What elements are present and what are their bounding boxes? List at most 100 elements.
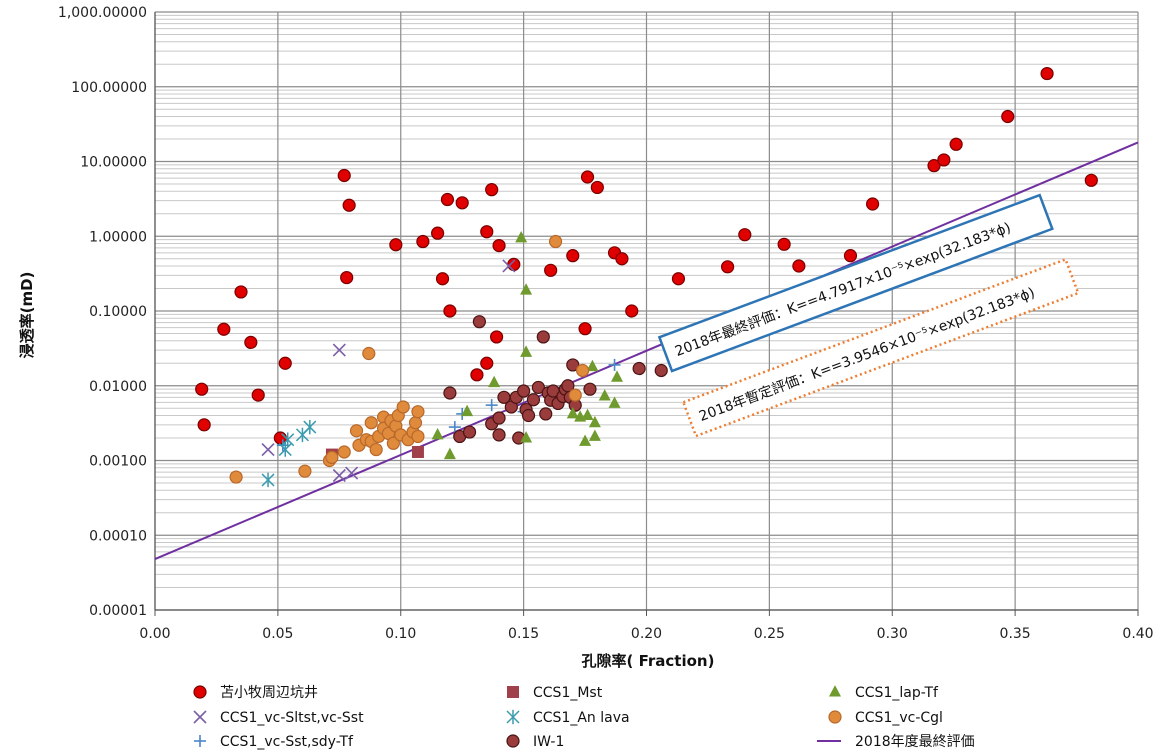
legend-item: 苫小牧周辺坑井 <box>193 684 318 701</box>
legend-item: CCS1_vc-Cgl <box>828 710 943 726</box>
series-6 <box>431 231 624 460</box>
data-point <box>580 170 595 184</box>
data-point <box>278 442 292 457</box>
data-point <box>588 415 601 428</box>
data-point <box>389 238 403 252</box>
data-point <box>536 330 550 344</box>
data-point <box>462 425 477 439</box>
data-point <box>671 272 686 286</box>
legend-swatch <box>194 735 206 747</box>
data-point <box>472 315 486 329</box>
data-point <box>485 183 499 197</box>
data-point <box>261 472 275 488</box>
y-tick-label: 0.00100 <box>89 454 147 470</box>
data-point <box>298 464 312 478</box>
data-point <box>492 238 506 253</box>
data-point <box>566 407 579 419</box>
data-point <box>443 447 456 460</box>
legend-label: CCS1_Mst <box>533 685 603 701</box>
data-point <box>517 384 531 398</box>
axes: 0.00001 0.00010 0.00100 0.01000 0.10000 1.000… <box>58 5 1154 642</box>
data-point <box>625 304 639 318</box>
data-point <box>325 450 339 465</box>
data-point <box>1084 173 1098 187</box>
y-tick-label: 0.10000 <box>89 304 147 320</box>
data-point <box>492 428 506 442</box>
y-tick-label: 100.00000 <box>71 80 147 96</box>
data-point <box>531 380 545 395</box>
data-point <box>566 249 580 263</box>
y-tick-label: 1,000.00000 <box>58 5 147 21</box>
data-point <box>342 198 356 212</box>
data-point <box>843 249 858 263</box>
series-1 <box>261 259 516 483</box>
data-point <box>492 411 506 425</box>
x-tick-label: 0.10 <box>385 626 416 642</box>
data-point <box>217 322 231 336</box>
x-tick-label: 0.05 <box>262 626 293 642</box>
data-point <box>362 346 376 361</box>
marker-stroke <box>332 343 346 357</box>
legend-swatch <box>828 710 842 724</box>
data-point <box>578 322 592 336</box>
data-point <box>949 137 963 151</box>
data-point <box>480 225 494 239</box>
data-point <box>792 259 806 273</box>
x-axis-title: 孔隙率( Fraction) <box>582 652 715 670</box>
data-point <box>568 388 582 402</box>
legend: 苫小牧周辺坑井 CCS1_vc-Sltst,vc-Sst CCS1_vc-Sst,s… <box>193 684 975 750</box>
data-point <box>720 260 735 274</box>
data-point <box>345 466 359 480</box>
data-points <box>195 66 1098 488</box>
data-point <box>303 419 317 435</box>
provisional-eval-box <box>681 257 1080 438</box>
data-point <box>488 375 501 388</box>
data-point <box>515 231 528 243</box>
data-point <box>865 197 880 211</box>
data-point <box>470 368 484 382</box>
data-point <box>416 234 430 249</box>
legend-swatch <box>507 686 519 698</box>
final-eval-box <box>657 193 1054 373</box>
data-point <box>369 442 383 457</box>
legend-label: 2018年度最終評価 <box>855 734 975 750</box>
data-point <box>396 400 410 414</box>
data-point <box>1001 109 1015 124</box>
data-point <box>337 445 351 459</box>
data-point <box>927 159 941 173</box>
legend-swatch <box>506 734 520 748</box>
data-point <box>520 431 533 443</box>
data-point <box>632 361 646 376</box>
legend-item: CCS1_lap-Tf <box>829 685 939 701</box>
data-point <box>332 468 346 483</box>
legend-item: CCS1_vc-Sltst,vc-Sst <box>193 710 364 726</box>
data-point <box>539 407 553 421</box>
data-point <box>581 408 594 420</box>
data-point <box>502 259 516 273</box>
data-point <box>489 330 504 344</box>
y-tick-label: 0.01000 <box>89 379 147 395</box>
x-tick-label: 0.40 <box>1122 626 1153 642</box>
legend-item: 2018年度最終評価 <box>817 734 975 750</box>
x-tick-label: 0.35 <box>1000 626 1031 642</box>
x-tick-label: 0.00 <box>139 626 170 642</box>
data-point <box>586 359 599 372</box>
data-point <box>777 237 791 251</box>
data-point <box>251 388 265 402</box>
data-point <box>435 272 450 286</box>
data-point <box>332 343 346 357</box>
y-tick-label: 0.00010 <box>89 528 147 544</box>
y-tick-label: 1.00000 <box>89 229 147 245</box>
legend-swatch <box>193 710 207 724</box>
data-point <box>588 429 601 441</box>
legend-swatch <box>506 709 520 725</box>
marker-stroke <box>345 466 359 480</box>
data-point <box>448 421 461 434</box>
legend-swatch <box>193 685 207 699</box>
series-7 <box>229 234 590 484</box>
data-point <box>431 226 445 240</box>
y-tick-label: 10.00000 <box>80 155 147 171</box>
legend-label: CCS1_lap-Tf <box>855 685 939 701</box>
data-point <box>738 228 752 242</box>
